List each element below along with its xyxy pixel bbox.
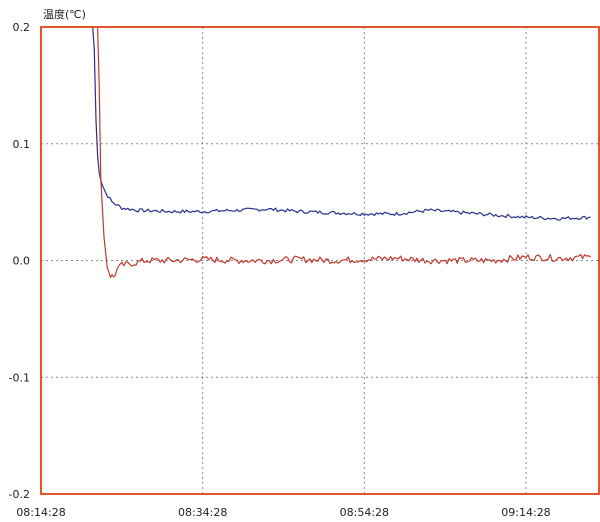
series-line-2 <box>41 26 592 278</box>
y-tick-label: -0.1 <box>9 371 30 384</box>
x-tick-label: 08:14:28 <box>16 506 65 519</box>
y-tick-label: 0.2 <box>13 21 31 34</box>
series-layer <box>41 26 592 278</box>
y-axis-unit-label: 温度(℃) <box>43 7 86 21</box>
y-tick-label: 0.1 <box>13 138 31 151</box>
plot-frame <box>40 26 600 495</box>
x-tick-label: 09:14:28 <box>501 506 550 519</box>
x-tick-label: 08:34:28 <box>178 506 227 519</box>
x-tick-label: 08:54:28 <box>340 506 389 519</box>
x-tick-labels: 08:14:28 08:34:28 08:54:28 09:14:28 <box>16 506 550 519</box>
y-tick-labels: 0.2 0.1 0.0 -0.1 -0.2 <box>9 21 30 501</box>
gridlines <box>41 27 599 494</box>
y-tick-label: -0.2 <box>9 488 30 501</box>
y-tick-label: 0.0 <box>13 255 31 268</box>
series-line-1 <box>41 26 591 221</box>
